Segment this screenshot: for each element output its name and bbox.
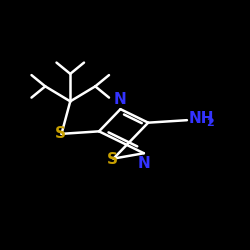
Text: N: N bbox=[114, 92, 127, 107]
Text: S: S bbox=[107, 152, 118, 167]
Text: 2: 2 bbox=[206, 118, 214, 128]
Text: NH: NH bbox=[188, 111, 214, 126]
Text: S: S bbox=[55, 126, 66, 141]
Text: N: N bbox=[138, 156, 150, 171]
